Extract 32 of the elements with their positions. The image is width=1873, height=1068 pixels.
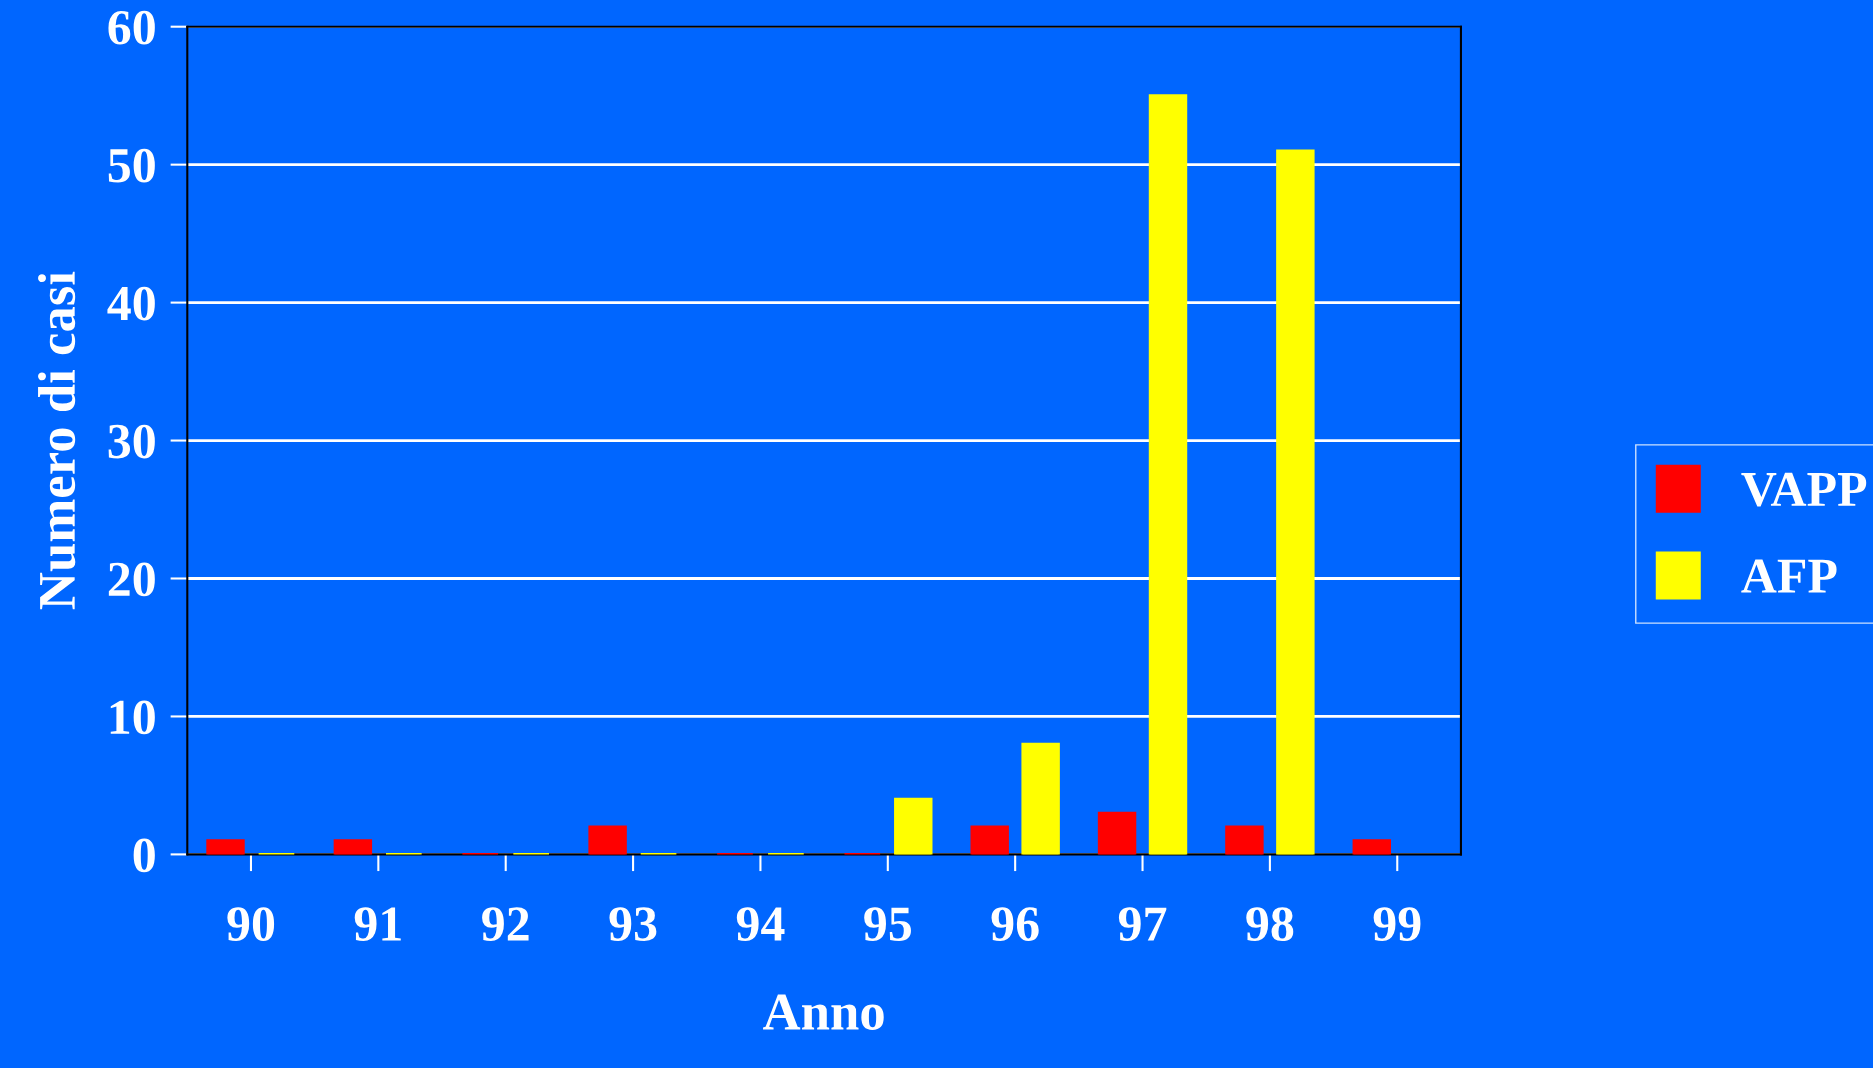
x-tick-label: 94	[736, 907, 785, 941]
legend-label: AFP	[1741, 559, 1837, 593]
bar	[1352, 839, 1392, 855]
x-tick-label: 93	[609, 907, 657, 941]
x-tick-label: 92	[482, 907, 529, 941]
bar	[1097, 811, 1137, 855]
y-tick-label: 40	[107, 286, 155, 321]
y-tick-label: 30	[108, 424, 155, 459]
y-tick-label: 10	[110, 700, 155, 735]
bar	[1276, 149, 1315, 855]
y-tick-label: 50	[108, 148, 155, 183]
x-axis-title: Anno	[763, 994, 884, 1030]
legend-label: VAPP	[1741, 472, 1867, 507]
x-tick-label: 98	[1246, 907, 1294, 941]
x-tick-label: 95	[864, 907, 911, 941]
y-axis-title: Numero di casi	[38, 271, 76, 610]
bar	[1225, 825, 1264, 855]
y-tick-label: 20	[108, 562, 155, 597]
bar	[588, 825, 627, 855]
bar	[970, 825, 1009, 855]
x-tick-label: 96	[991, 907, 1039, 941]
bar	[1148, 94, 1188, 855]
bar	[894, 797, 933, 855]
x-tick-label: 99	[1373, 907, 1421, 941]
y-tick-label: 0	[133, 838, 155, 873]
bar	[1021, 742, 1060, 855]
y-tick-label: 60	[108, 10, 155, 45]
x-tick-label: 91	[354, 907, 401, 941]
bar	[206, 839, 245, 855]
bar	[333, 839, 373, 855]
x-tick-label: 97	[1118, 907, 1167, 941]
x-tick-label: 90	[227, 907, 275, 941]
